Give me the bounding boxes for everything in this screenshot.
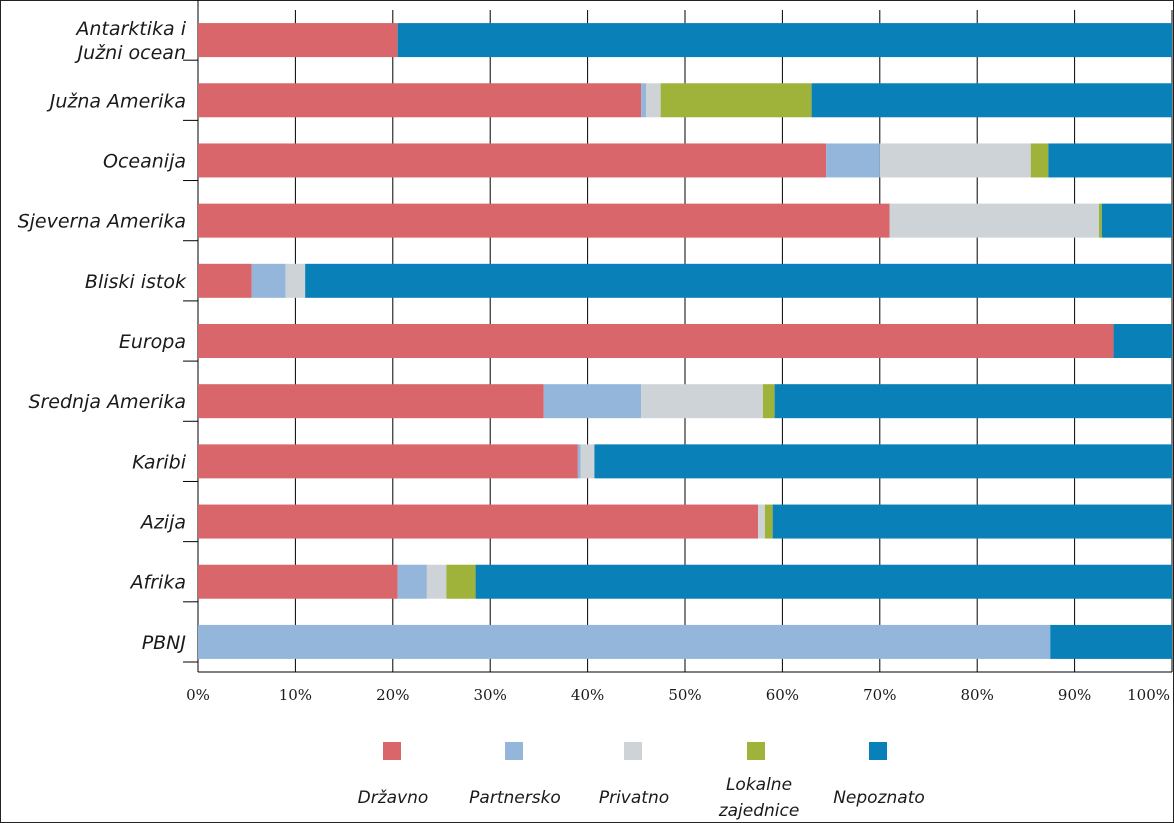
- bar-segment: [251, 263, 286, 298]
- bar-segment: [198, 324, 1114, 358]
- bar-segment: [889, 203, 1099, 238]
- x-tick-label: 100%: [1127, 686, 1170, 704]
- bar-segment: [772, 504, 1172, 539]
- bar-segment: [198, 23, 398, 58]
- bar-segment: [198, 83, 642, 118]
- legend-label: Partnersko: [469, 788, 561, 808]
- bar-segment: [397, 23, 1172, 58]
- bar-segment: [198, 444, 578, 479]
- legend-swatch: [624, 742, 642, 760]
- bar-segment: [198, 624, 1051, 659]
- bar-segment: [1101, 203, 1172, 238]
- category-label: Oceanija: [103, 150, 186, 172]
- category-label: Južna Amerika: [46, 90, 186, 112]
- legend-swatch: [505, 742, 523, 760]
- bar-segment: [826, 143, 880, 178]
- bar-segment: [446, 564, 476, 599]
- legend-label: Privatno: [599, 788, 669, 808]
- bar-segment: [879, 143, 1031, 178]
- bar-segment: [198, 504, 759, 539]
- bar-segment: [646, 83, 661, 118]
- x-tick-label: 80%: [961, 686, 994, 704]
- bar-segment: [543, 384, 642, 419]
- bar-segment: [198, 203, 890, 238]
- bar-segment: [285, 263, 306, 298]
- bar-segment: [641, 384, 763, 419]
- bar-segment: [764, 504, 773, 539]
- bar-segment: [475, 564, 1173, 599]
- category-label: Afrika: [129, 572, 186, 594]
- bar-segment: [1113, 324, 1172, 358]
- bar-segment: [1098, 203, 1102, 238]
- bar-segment: [397, 564, 427, 599]
- bar-segment: [580, 444, 595, 479]
- category-label: Južni ocean: [74, 42, 186, 64]
- bar-segment: [198, 564, 398, 599]
- category-label: Antarktika i: [74, 18, 186, 40]
- x-tick-label: 50%: [668, 686, 701, 704]
- bar-segment: [426, 564, 447, 599]
- bar-segment: [1048, 143, 1172, 178]
- x-tick-label: 20%: [376, 686, 409, 704]
- legend-label: zajednice: [718, 801, 800, 821]
- legend-swatch: [383, 742, 401, 760]
- bar-segment: [1030, 143, 1049, 178]
- x-tick-label: 60%: [766, 686, 799, 704]
- bar-segment: [198, 143, 827, 178]
- bar-segment: [198, 384, 544, 419]
- bar-segment: [305, 263, 1172, 298]
- x-tick-label: 90%: [1058, 686, 1091, 704]
- category-label: Sjeverna Amerika: [18, 211, 186, 233]
- bar-segment: [198, 263, 252, 298]
- bar-segment: [774, 384, 1172, 419]
- category-label: PBNJ: [142, 632, 187, 654]
- legend-swatch: [747, 742, 765, 760]
- bar-segment: [758, 504, 765, 539]
- bar-segment: [641, 83, 647, 118]
- legend-label: Državno: [358, 788, 429, 808]
- x-tick-label: 40%: [571, 686, 604, 704]
- category-label: Srednja Amerika: [28, 391, 186, 413]
- x-tick-label: 10%: [279, 686, 312, 704]
- legend-label: Lokalne: [726, 775, 792, 795]
- bar-segment: [594, 444, 1172, 479]
- legend-label: Nepoznato: [833, 788, 925, 808]
- legend-swatch: [869, 742, 887, 760]
- bar-segment: [811, 83, 1172, 118]
- bar-segment: [762, 384, 775, 419]
- category-label: Karibi: [132, 451, 187, 473]
- bar-segment: [1050, 624, 1172, 659]
- category-label: Bliski istok: [85, 271, 187, 293]
- bar-segment: [660, 83, 812, 118]
- x-tick-label: 0%: [186, 686, 210, 704]
- category-label: Azija: [139, 512, 186, 534]
- category-label: Europa: [119, 331, 186, 353]
- bar-segment: [577, 444, 581, 479]
- x-tick-label: 70%: [863, 686, 896, 704]
- x-tick-label: 30%: [474, 686, 507, 704]
